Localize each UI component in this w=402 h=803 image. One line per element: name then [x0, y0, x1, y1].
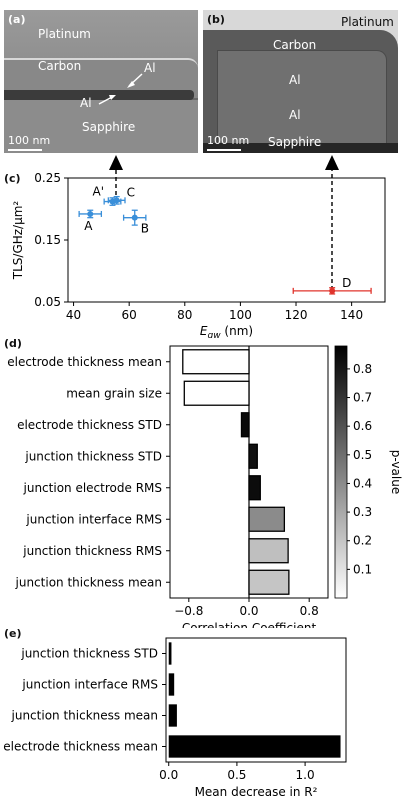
- category-label: junction thickness STD: [24, 449, 162, 463]
- bar: [248, 443, 258, 469]
- x-tick-label: 0.0: [239, 604, 258, 618]
- micrograph-b: (b) Platinum Carbon Al Al Sapphire 100 n…: [203, 10, 398, 153]
- bar: [248, 538, 289, 564]
- category-label: junction thickness mean: [15, 575, 162, 589]
- bar: [183, 380, 250, 406]
- label-al-left: Al: [80, 96, 92, 110]
- scalebar-b: [207, 149, 241, 151]
- micrograph-a: (a) Platinum Carbon Al Al Sapphire 100 n…: [4, 10, 198, 153]
- x-tick-label: −0.8: [174, 604, 203, 618]
- x-axis-label: Correlation Coefficient: [182, 621, 317, 628]
- plot-frame: [165, 637, 347, 763]
- al-arrows: [98, 73, 143, 105]
- label-platinum-b: Platinum: [341, 15, 394, 29]
- bar: [168, 704, 177, 727]
- bar: [240, 412, 250, 438]
- bar: [248, 475, 261, 501]
- colorbar-tick-label: 0.2: [353, 534, 372, 548]
- colorbar: [334, 345, 348, 599]
- category-label: junction electrode RMS: [23, 481, 162, 495]
- point-label: B: [141, 222, 149, 236]
- panel-letter-d: (d): [4, 337, 22, 350]
- x-axis-label: Mean decrease in R²: [195, 785, 318, 799]
- colorbar-tick-label: 0.8: [353, 362, 372, 376]
- y-tick-label: 0.15: [34, 233, 61, 247]
- al-grain-region: [217, 50, 387, 144]
- label-al-top-b: Al: [289, 73, 301, 87]
- x-tick-label: 0.8: [300, 604, 319, 618]
- chart-correlation: electrode thickness mean mean grain size e…: [7, 345, 402, 628]
- x-tick-label: 1.0: [296, 768, 315, 782]
- bar: [248, 569, 290, 595]
- category-label: junction thickness RMS: [22, 544, 162, 558]
- x-tick-label: 80: [177, 308, 192, 322]
- colorbar-tick-label: 0.6: [353, 419, 372, 433]
- bar: [168, 673, 175, 696]
- scale-text-b: 100 nm: [207, 134, 250, 147]
- bar: [168, 735, 341, 758]
- category-label: junction interface RMS: [25, 512, 162, 526]
- point-label: A': [92, 185, 104, 199]
- label-sapphire-b: Sapphire: [268, 135, 322, 149]
- x-tick-label: 120: [285, 308, 308, 322]
- scalebar-a: [8, 149, 42, 151]
- chart-tls-vs-egw: 40 60 80 100 120 140 0.05 0.15 0.25 TLS/GHz/μm² Eg…: [11, 171, 386, 338]
- colorbar-tick-label: 0.4: [353, 476, 372, 490]
- x-tick-label: 60: [122, 308, 137, 322]
- data-point: [329, 287, 336, 294]
- x-tick-label: 40: [66, 308, 81, 322]
- point-label: C: [127, 185, 135, 199]
- colorbar-tick-label: 0.3: [353, 505, 372, 519]
- label-carbon: Carbon: [38, 59, 82, 73]
- panel-letter-b: (b): [207, 13, 225, 26]
- category-label: mean grain size: [66, 386, 162, 400]
- link-arrows: [109, 155, 339, 290]
- sapphire-band: [203, 143, 398, 153]
- data-point: [113, 197, 120, 204]
- y-tick-label: 0.25: [34, 171, 61, 185]
- point-label: D: [342, 276, 351, 290]
- colorbar-label: p-value: [389, 450, 402, 494]
- bar: [248, 506, 286, 532]
- x-tick-label: 0.5: [227, 768, 246, 782]
- category-label: junction thickness STD: [20, 647, 158, 661]
- point-label: A: [84, 219, 93, 233]
- y-tick-label: 0.05: [34, 295, 61, 309]
- label-al-top: Al: [144, 61, 156, 75]
- al-layer: [4, 90, 194, 100]
- label-sapphire: Sapphire: [82, 120, 136, 134]
- y-axis-label: TLS/GHz/μm²: [11, 201, 25, 281]
- category-label: junction thickness mean: [11, 709, 158, 723]
- x-tick-label: 140: [340, 308, 363, 322]
- colorbar-tick-label: 0.7: [353, 391, 372, 405]
- sapphire-layer: [4, 100, 198, 153]
- x-axis-label: Egw (nm): [200, 324, 253, 338]
- x-tick-label: 0.0: [159, 768, 178, 782]
- panel-letter-c: (c): [4, 172, 21, 185]
- category-label: electrode thickness mean: [7, 355, 162, 369]
- category-label: electrode thickness STD: [17, 418, 162, 432]
- category-label: electrode thickness mean: [3, 740, 158, 754]
- x-tick-label: 100: [229, 308, 252, 322]
- bar: [182, 349, 250, 375]
- category-label: junction interface RMS: [21, 678, 158, 692]
- label-platinum: Platinum: [38, 27, 91, 41]
- bar: [168, 642, 172, 665]
- colorbar-tick-label: 0.5: [353, 448, 372, 462]
- colorbar-tick-label: 0.1: [353, 562, 372, 576]
- scale-text-a: 100 nm: [8, 134, 51, 147]
- data-point: [131, 214, 138, 221]
- label-al-bottom-b: Al: [289, 108, 301, 122]
- panel-letter-e: (e): [4, 627, 22, 640]
- label-carbon-b: Carbon: [273, 38, 317, 52]
- data-point: [87, 210, 94, 217]
- panel-letter-a: (a): [8, 13, 26, 26]
- chart-mean-decrease: junction thickness STD junction interface…: [3, 637, 347, 799]
